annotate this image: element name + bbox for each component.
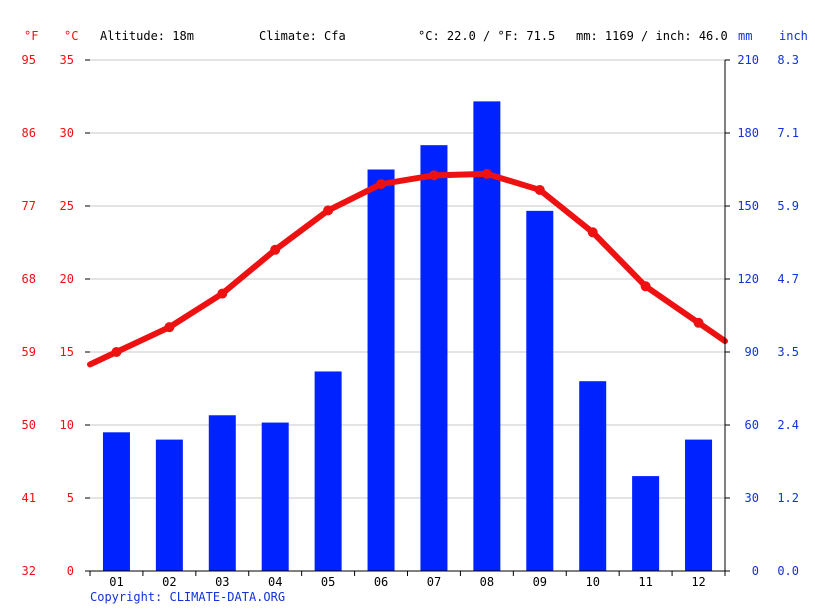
celsius-unit-label: °C <box>64 29 78 43</box>
celsius-tick-label: 5 <box>67 491 74 505</box>
inch-tick-label: 8.3 <box>777 53 799 67</box>
celsius-tick-label: 30 <box>60 126 74 140</box>
inch-unit-label: inch <box>779 29 808 43</box>
fahrenheit-tick-label: 41 <box>22 491 36 505</box>
temperature-point <box>534 184 545 195</box>
temperature-point <box>376 179 387 190</box>
precipitation-bar <box>526 210 554 571</box>
axis-tick-labels: 32 0 0 0.041 5 30 1.250 10 60 2.459 15 90 3.568 20 120… <box>22 53 799 589</box>
altitude-text: Altitude: 18m <box>100 29 194 43</box>
precipitation-bars <box>102 101 713 571</box>
climate-text: Climate: Cfa <box>259 29 346 43</box>
mm-tick-label: 150 <box>737 199 759 213</box>
precipitation-bar <box>261 422 289 571</box>
mm-tick-label: 180 <box>737 126 759 140</box>
precipitation-summary: mm: 1169 / inch: 46.0 <box>576 29 728 43</box>
temperature-point <box>270 244 281 255</box>
month-tick-label: 11 <box>638 575 652 589</box>
chart-header: °F °C Altitude: 18m Climate: Cfa °C: 22.… <box>24 29 808 43</box>
temperature-point <box>428 170 439 181</box>
inch-tick-label: 4.7 <box>777 272 799 286</box>
month-tick-label: 12 <box>691 575 705 589</box>
precipitation-bar <box>102 432 130 571</box>
precipitation-bar <box>685 439 713 571</box>
inch-tick-label: 7.1 <box>777 126 799 140</box>
inch-tick-label: 1.2 <box>777 491 799 505</box>
precipitation-bar <box>155 439 183 571</box>
fahrenheit-unit-label: °F <box>24 29 38 43</box>
precipitation-bar <box>314 371 342 571</box>
mm-unit-label: mm <box>738 29 752 43</box>
fahrenheit-tick-label: 77 <box>22 199 36 213</box>
month-tick-label: 09 <box>533 575 547 589</box>
temperature-point <box>693 317 704 328</box>
temperature-point <box>217 288 228 299</box>
celsius-tick-label: 0 <box>67 564 74 578</box>
fahrenheit-tick-label: 50 <box>22 418 36 432</box>
month-tick-label: 01 <box>109 575 123 589</box>
month-tick-label: 07 <box>427 575 441 589</box>
inch-tick-label: 5.9 <box>777 199 799 213</box>
mm-tick-label: 120 <box>737 272 759 286</box>
mm-tick-label: 90 <box>745 345 759 359</box>
month-tick-label: 05 <box>321 575 335 589</box>
month-tick-label: 06 <box>374 575 388 589</box>
mm-tick-label: 210 <box>737 53 759 67</box>
month-tick-label: 10 <box>585 575 599 589</box>
precipitation-bar <box>420 145 448 571</box>
grid-lines <box>90 59 725 499</box>
precipitation-bar <box>632 476 660 571</box>
fahrenheit-tick-label: 32 <box>22 564 36 578</box>
inch-tick-label: 3.5 <box>777 345 799 359</box>
copyright-text: Copyright: CLIMATE-DATA.ORG <box>90 590 286 604</box>
celsius-tick-label: 15 <box>60 345 74 359</box>
mm-tick-label: 60 <box>745 418 759 432</box>
celsius-tick-label: 10 <box>60 418 74 432</box>
temperature-line <box>87 168 728 368</box>
inch-tick-label: 2.4 <box>777 418 799 432</box>
temperature-summary: °C: 22.0 / °F: 71.5 <box>418 29 555 43</box>
mm-tick-label: 0 <box>752 564 759 578</box>
celsius-tick-label: 20 <box>60 272 74 286</box>
temperature-point <box>481 168 492 179</box>
month-tick-label: 08 <box>480 575 494 589</box>
precipitation-bar <box>367 169 395 571</box>
precipitation-bar <box>579 381 607 571</box>
temperature-point <box>640 281 651 292</box>
fahrenheit-tick-label: 95 <box>22 53 36 67</box>
chart-axes <box>85 59 730 576</box>
fahrenheit-tick-label: 86 <box>22 126 36 140</box>
fahrenheit-tick-label: 68 <box>22 272 36 286</box>
temperature-point <box>111 347 122 357</box>
month-tick-label: 02 <box>162 575 176 589</box>
inch-tick-label: 0.0 <box>777 564 799 578</box>
month-tick-label: 03 <box>215 575 229 589</box>
temperature-series-line <box>87 170 728 368</box>
fahrenheit-tick-label: 59 <box>22 345 36 359</box>
celsius-tick-label: 25 <box>60 199 74 213</box>
temperature-point <box>323 205 334 216</box>
mm-tick-label: 30 <box>745 491 759 505</box>
month-tick-label: 04 <box>268 575 282 589</box>
temperature-point <box>164 322 175 333</box>
celsius-tick-label: 35 <box>60 53 74 67</box>
precipitation-bar <box>208 415 236 571</box>
temperature-point <box>587 227 598 238</box>
